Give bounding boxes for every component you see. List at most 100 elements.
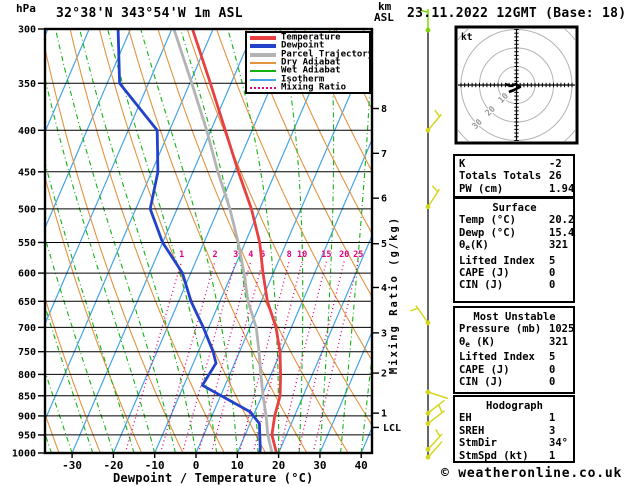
hodograph-border [454, 25, 579, 145]
mu-row-lifted-index: Lifted Index 5 [459, 351, 556, 364]
dry-adiabats [45, 29, 372, 453]
parcel-trajectory-curve [172, 29, 274, 453]
temperature-curve [191, 29, 282, 453]
legend-item-wet-adiabat: Wet Adiabat [250, 65, 369, 76]
legend-item-dewpoint: Dewpoint [250, 40, 369, 51]
legend-label: Dry Adiabat [281, 57, 341, 68]
km-tick-label: 5 [381, 239, 387, 250]
legend-label: Dewpoint [281, 40, 325, 51]
surface-row-theta-e: θe(K) 321 [459, 239, 568, 253]
pressure-tick-label: 800 [18, 370, 36, 381]
temperature-tick-label: 30 [313, 459, 326, 472]
legend-item-isotherm: Isotherm [250, 74, 369, 85]
x-axis-title: Dewpoint / Temperature (°C) [113, 471, 314, 485]
mu-row-cape: CAPE (J) 0 [459, 363, 556, 376]
legend-label: Isotherm [281, 74, 325, 85]
isotherm-line-swatch [250, 78, 276, 81]
mixing-ratio-line-swatch [250, 86, 276, 89]
copyright-text: © weatheronline.co.uk [441, 466, 623, 481]
surface-row-cape: CAPE (J) 0 [459, 267, 556, 280]
surface-row-temp: Temp (°C) 20.2 [459, 214, 575, 227]
hodo-row-eh: EH 1 [459, 412, 556, 425]
temperature-tick-label: -30 [62, 459, 82, 472]
wind-barb [420, 9, 431, 33]
pressure-tick-label: 500 [18, 204, 36, 215]
mixing-ratio-value-label: 1 [179, 250, 184, 260]
wet-adiabats [45, 29, 372, 453]
hodograph-trace [504, 82, 522, 94]
temperature-axis: -30 -20 -10 0 10 20 30 40 [62, 453, 368, 472]
mixing-ratio-value-label: 2 [212, 250, 217, 260]
asl-unit: ASL [374, 11, 394, 24]
mixing-ratio-value-label: 15 [321, 250, 331, 260]
wind-barb [425, 185, 441, 210]
surface-box: Surface Temp (°C) 20.2 Dewp (°C) 15.4 θe… [453, 197, 575, 303]
km-tick-label: 4 [381, 283, 387, 294]
mixing-ratio-value-label: 5 [260, 250, 265, 260]
station-title: 32°38'N 343°54'W 1m ASL [56, 6, 243, 21]
mixing-ratio-value-label: 20 [339, 250, 349, 260]
most-unstable-box: Most Unstable Pressure (mb) 1025 θe (K) … [453, 306, 575, 394]
most-unstable-box-title: Most Unstable [473, 311, 556, 323]
hodo-row-stmdir: StmDir 34° [459, 437, 568, 450]
pressure-tick-label: 900 [18, 411, 36, 422]
hodograph-box-title: Hodograph [486, 400, 543, 412]
mu-row-theta-e: θe (K) 321 [459, 335, 568, 349]
km-tick-label: 2 [381, 369, 387, 380]
hodograph-info-box: Hodograph EH 1 SREH 3 StmDir 34° StmSpd … [453, 395, 575, 463]
index-row-k: K -2 [459, 158, 570, 170]
mixing-ratio-value-label: 3 [233, 250, 238, 260]
datetime-title: 23.11.2022 12GMT (Base: 18) [407, 6, 627, 21]
legend-label: Temperature [281, 32, 341, 43]
hodo-row-sreh: SREH 3 [459, 424, 556, 437]
temperature-tick-label: 0 [193, 459, 200, 472]
mixing-ratio-axis-label: Mixing Ratio (g/kg) [388, 216, 400, 374]
mixing-ratio-value-label: 25 [353, 250, 363, 260]
lcl-label: LCL [383, 423, 401, 434]
dewpoint-curve [116, 29, 262, 453]
wind-barb [425, 404, 446, 427]
km-axis: 8 7 6 5 4 3 2 1 LCL [372, 104, 401, 434]
mu-row-cin: CIN (J) 0 [459, 376, 556, 389]
legend-label: Parcel Trajectory [281, 49, 374, 60]
km-tick-label: 7 [381, 149, 387, 160]
index-label: Totals Totals [459, 170, 542, 183]
surface-row-dewp: Dewp (°C) 15.4 [459, 226, 575, 239]
pressure-axis: 300 350 400 450 500 550 600 650 700 750 800 850 900 9… [12, 25, 45, 460]
hodo-row-stmspd: StmSpd (kt) 1 [459, 449, 556, 462]
km-tick-label: 1 [381, 409, 387, 420]
temperature-tick-label: 20 [272, 459, 285, 472]
km-axis-unit-label: km ASL [374, 0, 394, 23]
wind-barb [425, 109, 443, 133]
dry-adiabat-line-swatch [250, 62, 276, 65]
index-row-pw: PW (cm) 1.94 [459, 183, 574, 195]
legend-label: Wet Adiabat [281, 65, 341, 76]
index-value: 26 [549, 170, 562, 183]
wind-barb [409, 305, 431, 326]
pressure-tick-label: 650 [18, 297, 36, 308]
surface-box-title: Surface [492, 202, 537, 214]
stability-indices-box: K -2 Totals Totals 26 PW (cm) 1.94 [453, 154, 575, 198]
pressure-unit-label: hPa [16, 2, 36, 15]
index-label: K [459, 158, 466, 170]
pressure-tick-label: 300 [18, 25, 36, 36]
temperature-tick-label: -10 [145, 459, 165, 472]
legend-item-temperature: Temperature [250, 32, 369, 43]
mu-row-pressure: Pressure (mb) 1025 [459, 323, 575, 336]
km-unit: km [378, 0, 392, 13]
wind-barb [425, 441, 443, 460]
index-value: 1.94 [549, 182, 575, 195]
temperature-tick-label: 10 [231, 459, 244, 472]
pressure-tick-label: 600 [18, 269, 36, 280]
pressure-tick-label: 950 [18, 430, 36, 441]
parcel-line-swatch [250, 52, 276, 57]
hodograph-ring-label: 10 [497, 91, 511, 105]
legend-item-dry-adiabat: Dry Adiabat [250, 57, 369, 68]
pressure-tick-label: 700 [18, 323, 36, 334]
index-value: -2 [549, 158, 562, 170]
temperature-tick-label: 40 [355, 459, 368, 472]
